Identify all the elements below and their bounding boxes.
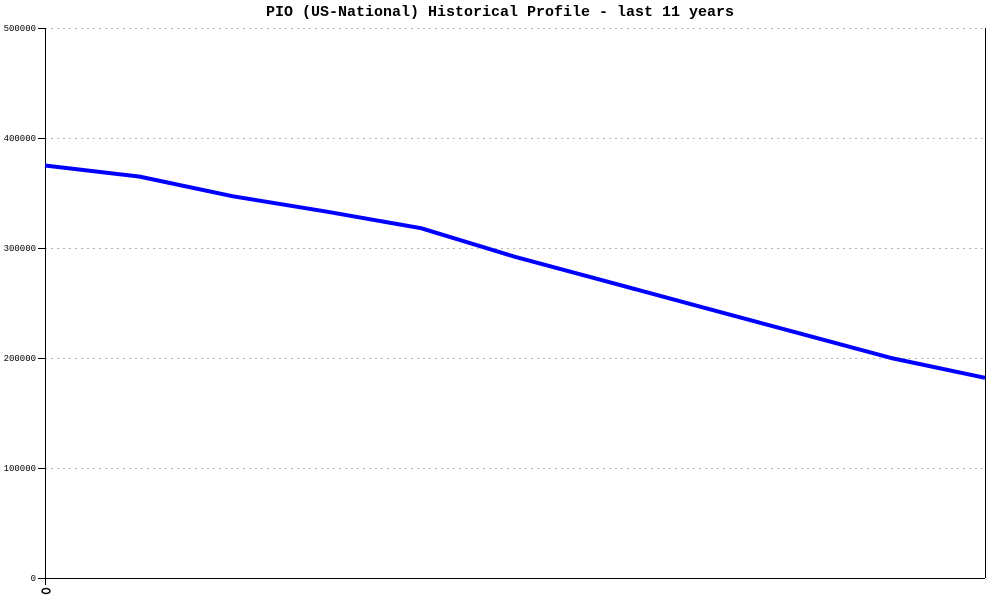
ytick-label-300000: 300000	[4, 244, 36, 254]
chart-title: PIO (US-National) Historical Profile - l…	[265, 4, 735, 21]
ytick-label-100000: 100000	[4, 464, 36, 474]
series-line-0	[44, 163, 986, 380]
ytick-label-200000: 200000	[4, 354, 36, 364]
ytick-label-0: 0	[31, 574, 36, 584]
xtick-label-partial	[41, 587, 51, 595]
ytick-label-400000: 400000	[4, 134, 36, 144]
ytick-label-500000: 500000	[4, 24, 36, 34]
